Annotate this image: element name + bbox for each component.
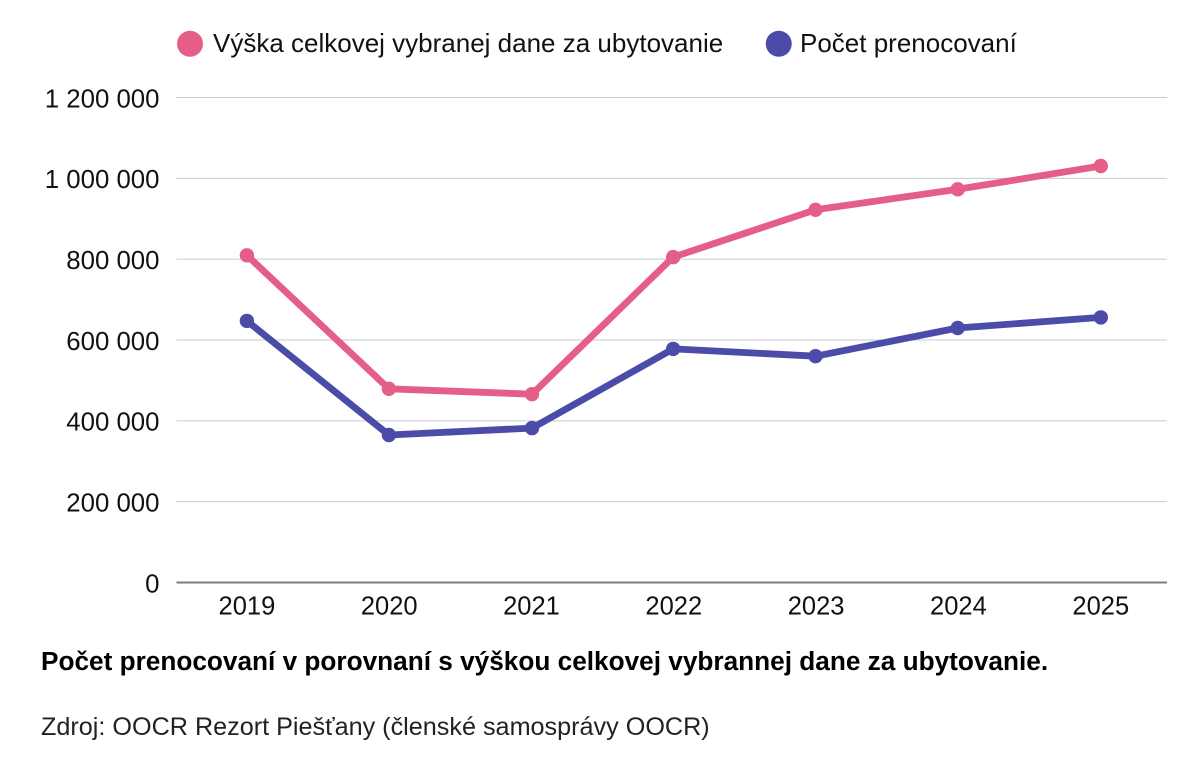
svg-text:2025: 2025	[1072, 593, 1129, 621]
svg-text:Výška celkovej vybranej dane z: Výška celkovej vybranej dane za ubytovan…	[213, 28, 723, 58]
svg-text:2023: 2023	[788, 593, 845, 621]
svg-text:400 000: 400 000	[66, 409, 159, 437]
svg-text:2020: 2020	[361, 593, 418, 621]
svg-text:Počet prenocovaní: Počet prenocovaní	[800, 28, 1018, 58]
svg-text:2019: 2019	[219, 593, 276, 621]
svg-text:600 000: 600 000	[66, 328, 159, 356]
svg-text:Zdroj: OOCR Rezort Piešťany (č: Zdroj: OOCR Rezort Piešťany (členské sam…	[41, 713, 710, 741]
svg-text:1 200 000: 1 200 000	[45, 85, 160, 113]
svg-text:200 000: 200 000	[66, 490, 159, 518]
svg-text:800 000: 800 000	[66, 247, 159, 275]
svg-text:Počet prenocovaní v porovnaní: Počet prenocovaní v porovnaní s výškou c…	[41, 646, 1048, 676]
svg-text:2021: 2021	[503, 593, 560, 621]
svg-text:2024: 2024	[930, 593, 987, 621]
svg-text:0: 0	[145, 570, 159, 598]
svg-text:2022: 2022	[645, 593, 702, 621]
svg-text:1 000 000: 1 000 000	[45, 166, 160, 194]
